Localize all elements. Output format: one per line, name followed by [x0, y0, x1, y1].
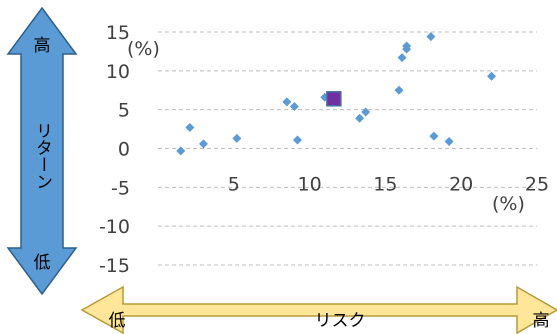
- x-unit-label: (%): [492, 193, 525, 215]
- return-arrow-label: リターン: [32, 122, 52, 190]
- x-tick-label: 10: [298, 174, 322, 196]
- data-point: [292, 135, 302, 145]
- data-point: [198, 139, 208, 149]
- x-tick-label: 15: [373, 174, 397, 196]
- risk-arrow-shape: [80, 285, 557, 334]
- data-point: [355, 113, 365, 123]
- data-point: [487, 71, 497, 81]
- y-tick-label: -15: [99, 255, 130, 277]
- data-point: [429, 131, 439, 141]
- x-tick-label: 5: [228, 174, 240, 196]
- data-point: [289, 102, 299, 112]
- data-point: [397, 53, 407, 63]
- data-point: [176, 146, 186, 156]
- y-tick-label: -5: [111, 177, 130, 199]
- data-point: [426, 32, 436, 42]
- y-tick-label: 0: [118, 139, 130, 161]
- data-point: [185, 123, 195, 133]
- data-points: [176, 32, 497, 156]
- return-arrow-low: 低: [34, 253, 51, 273]
- data-point: [361, 107, 371, 117]
- y-tick-labels: 15 10 5 0 -5 -10 -15: [99, 22, 130, 277]
- x-tick-label: 20: [449, 174, 473, 196]
- risk-arrow: 低 リスク 高: [80, 285, 557, 334]
- data-point: [232, 133, 242, 143]
- y-unit-label: (%): [127, 38, 160, 60]
- return-arrow-high: 高: [34, 36, 51, 56]
- y-tick-label: -10: [99, 216, 130, 238]
- gridlines: [158, 31, 537, 266]
- data-point: [394, 85, 404, 95]
- return-arrow-shape: [6, 6, 78, 296]
- data-point: [402, 41, 412, 51]
- data-point: [444, 137, 454, 147]
- y-tick-label: 15: [106, 22, 130, 44]
- risk-arrow-low: 低: [109, 311, 126, 331]
- x-tick-labels: 5 10 15 20 25: [228, 174, 549, 196]
- risk-arrow-high: 高: [533, 311, 550, 331]
- y-tick-label: 10: [106, 61, 130, 83]
- return-arrow: 高 低 リターン: [6, 6, 78, 296]
- y-tick-label: 5: [118, 100, 130, 122]
- data-point: [282, 97, 292, 107]
- risk-arrow-label: リスク: [315, 311, 366, 331]
- x-tick-label: 25: [525, 174, 549, 196]
- data-point-highlight: [326, 91, 342, 107]
